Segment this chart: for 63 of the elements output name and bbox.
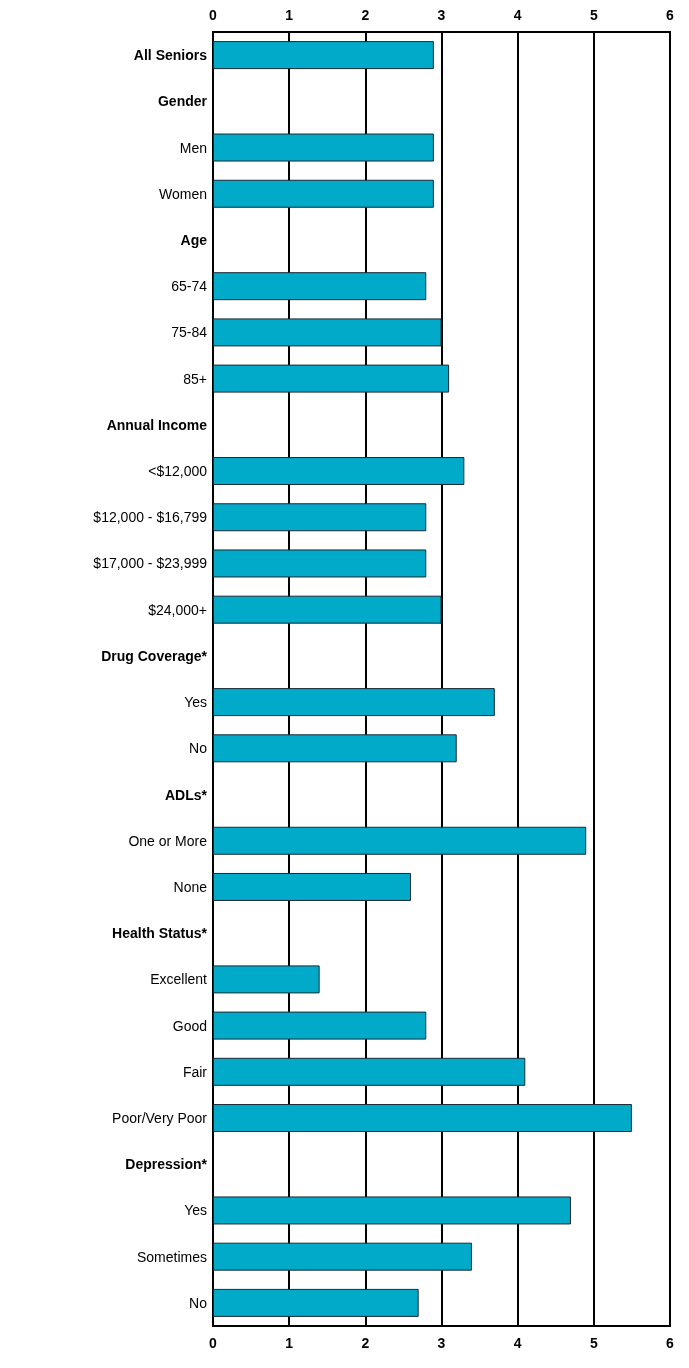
bar (213, 318, 442, 347)
y-tick-label: 65-74 (171, 278, 208, 295)
x-tick-label: 2 (361, 1335, 370, 1351)
bar (213, 826, 587, 855)
y-tick-label: <$12,000 (148, 463, 208, 480)
bar (213, 595, 442, 624)
y-tick-label: Depression* (125, 1156, 208, 1173)
bar (213, 965, 320, 994)
bar (213, 1011, 427, 1040)
y-tick-label: 85+ (183, 370, 207, 387)
bar (213, 364, 450, 393)
y-tick-label: Yes (184, 1202, 207, 1219)
y-tick-label: $17,000 - $23,999 (93, 555, 208, 572)
x2-tick-label: 3 (437, 7, 446, 23)
bar (213, 1242, 472, 1271)
y-tick-label: ADLs* (164, 786, 208, 803)
bar (213, 179, 434, 208)
x-tick-label: 1 (285, 1335, 294, 1351)
bar (213, 872, 412, 901)
y-tick-label: Gender (157, 93, 208, 110)
y-tick-label: Yes (184, 694, 207, 711)
y-tick-label: Annual Income (106, 416, 208, 433)
y-tick-label: Excellent (150, 971, 208, 988)
x2-tick-label: 6 (666, 7, 675, 23)
y-tick-label: One or More (128, 832, 208, 849)
x-tick-label: 3 (437, 1335, 446, 1351)
y-tick-label: $24,000+ (148, 601, 207, 618)
y-tick-label: Sometimes (136, 1248, 207, 1265)
x-tick-label: 0 (209, 1335, 218, 1351)
y-tick-label: Health Status* (112, 925, 208, 942)
y-tick-label: None (173, 878, 208, 895)
bar (213, 503, 427, 532)
x-tick-label: 4 (513, 1335, 522, 1351)
y-tick-label: Drug Coverage* (101, 647, 208, 664)
x2-tick-label: 1 (285, 7, 294, 23)
y-tick-label: $12,000 - $16,799 (93, 509, 208, 526)
bar (213, 1104, 632, 1133)
bar (213, 272, 427, 301)
bar (213, 549, 427, 578)
bar (213, 133, 434, 162)
y-tick-label: 75-84 (171, 324, 208, 341)
y-tick-label: Men (179, 139, 207, 156)
y-tick-label: All Seniors (133, 47, 208, 64)
x2-tick-label: 2 (361, 7, 370, 23)
y-tick-label: Women (159, 185, 207, 202)
bar (213, 41, 434, 70)
x-tick-label: 6 (666, 1335, 675, 1351)
bar (213, 457, 465, 486)
x2-tick-label: 0 (209, 7, 218, 23)
y-tick-label: Fair (182, 1063, 208, 1080)
y-tick-label: No (189, 740, 208, 757)
bar (213, 1196, 571, 1225)
bar (213, 734, 457, 763)
x2-tick-label: 4 (513, 7, 522, 23)
y-tick-label: Age (180, 231, 208, 248)
x-tick-label: 5 (589, 1335, 598, 1351)
bar (213, 1057, 526, 1086)
y-tick-label: Good (172, 1017, 207, 1034)
y-tick-label: No (189, 1294, 208, 1311)
x2-tick-label: 5 (589, 7, 598, 23)
bar (213, 688, 495, 717)
y-tick-label: Poor/Very Poor (112, 1110, 208, 1127)
bar (213, 1288, 419, 1317)
